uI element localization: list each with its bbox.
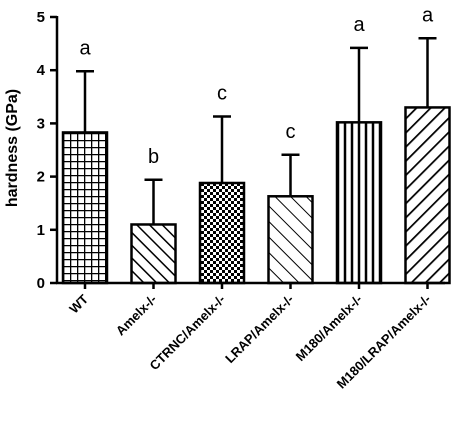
y-tick-label: 5: [37, 9, 45, 26]
x-tick-label: CTRNC/Amelx-/-: [147, 292, 229, 374]
significance-label: c: [286, 121, 296, 143]
significance-label: c: [217, 82, 227, 104]
significance-label: b: [148, 146, 159, 168]
bar: [130, 223, 177, 285]
x-tick-label: M180/Amelx-/-: [293, 292, 365, 364]
bar: [404, 106, 451, 285]
y-axis: 0 1 2 3 4 5: [37, 9, 59, 292]
x-axis: WT Amelx-/-CTRNC/Amelx-/-LRAP/Amelx-/-M18…: [56, 281, 445, 392]
x-tick-label: Amelx-/-: [113, 292, 160, 339]
bar: [267, 195, 314, 285]
y-tick-label: 3: [37, 115, 45, 132]
x-tick-label: WT: [66, 291, 91, 316]
significance-label: a: [79, 37, 91, 59]
significance-label: a: [422, 4, 434, 26]
bar: [198, 181, 246, 285]
bars: a b c c a a: [61, 4, 451, 285]
significance-label: a: [353, 14, 365, 36]
y-axis-title: hardness (GPa): [4, 89, 21, 207]
y-tick-label: 4: [37, 62, 46, 79]
x-tick-label: LRAP/Amelx-/-: [222, 292, 296, 366]
bar: [335, 121, 383, 285]
y-tick-label: 2: [37, 169, 45, 186]
y-tick-label: 1: [37, 222, 45, 239]
bar: [61, 131, 109, 285]
y-tick-label: 0: [37, 275, 45, 292]
